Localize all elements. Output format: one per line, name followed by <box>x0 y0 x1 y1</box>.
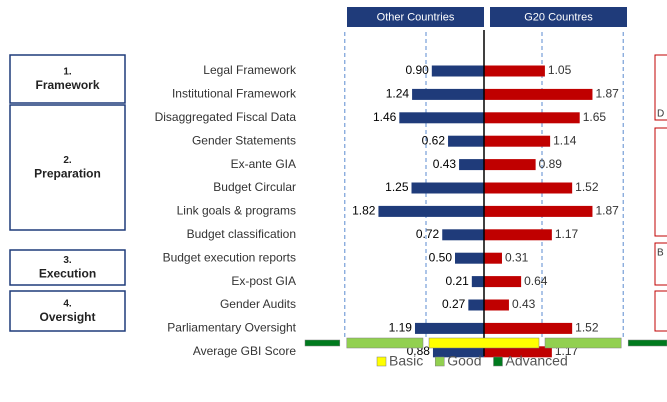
bar <box>484 299 509 311</box>
category-label: Ex-ante GIA <box>231 157 296 171</box>
group-number: 2. <box>63 155 72 166</box>
bar <box>459 159 484 171</box>
bar <box>448 135 484 147</box>
level-band <box>627 339 667 347</box>
category-label: Disaggregated Fiscal Data <box>155 110 297 124</box>
value-label: 1.19 <box>389 321 413 335</box>
category-label: Parliamentary Oversight <box>167 321 296 335</box>
legend-label: Basic <box>389 353 423 369</box>
value-label: 0.72 <box>416 227 440 241</box>
group-label: Oversight <box>39 310 95 324</box>
value-label: 1.82 <box>352 204 376 218</box>
series-header <box>347 7 484 27</box>
bar <box>484 322 573 334</box>
bar <box>414 322 484 334</box>
bar <box>468 299 484 311</box>
bar <box>484 346 552 358</box>
side-box <box>654 127 667 237</box>
bar <box>431 65 484 77</box>
value-label: 1.05 <box>548 63 572 77</box>
side-box <box>654 54 667 121</box>
bar <box>471 276 484 288</box>
bar <box>411 182 484 194</box>
bar <box>484 135 551 147</box>
legend-label: Advanced <box>505 353 567 369</box>
value-label: 0.27 <box>442 297 466 311</box>
value-label: 0.90 <box>405 63 429 77</box>
category-label: Budget execution reports <box>163 250 296 264</box>
series-header-label: Other Countries <box>377 11 455 23</box>
group-box <box>9 54 126 104</box>
group-number: 4. <box>63 299 72 310</box>
group-box <box>9 290 126 332</box>
value-label: 1.65 <box>583 110 607 124</box>
value-label: 0.43 <box>512 297 536 311</box>
bar <box>484 88 593 100</box>
group-box <box>9 249 126 286</box>
bar <box>378 205 484 217</box>
group-box <box>9 104 126 231</box>
bar <box>484 65 545 77</box>
value-label: 1.17 <box>555 227 579 241</box>
bar <box>484 182 573 194</box>
bar <box>432 346 484 358</box>
category-label: Average GBI Score <box>193 344 296 358</box>
value-label: 1.14 <box>553 133 577 147</box>
level-band <box>304 339 341 347</box>
bar <box>455 252 484 264</box>
group-label: Framework <box>35 78 99 92</box>
bar <box>484 112 580 124</box>
group-label: Preparation <box>34 167 101 181</box>
group-label: Execution <box>39 267 96 281</box>
bar <box>484 205 593 217</box>
bar <box>484 276 522 288</box>
legend-swatch <box>376 356 387 367</box>
category-label: Ex-post GIA <box>231 274 296 288</box>
bar <box>399 112 484 124</box>
bar <box>412 88 484 100</box>
category-label: Legal Framework <box>203 63 297 77</box>
value-label: 0.43 <box>433 157 457 171</box>
legend-swatch <box>493 356 503 367</box>
side-box <box>654 290 667 332</box>
category-label: Budget classification <box>187 227 296 241</box>
value-label: 1.52 <box>575 180 599 194</box>
group-number: 3. <box>63 255 72 266</box>
legend-label: Good <box>447 353 481 369</box>
value-label: 1.24 <box>386 87 410 101</box>
bar <box>442 229 484 241</box>
category-label: Gender Statements <box>192 133 296 147</box>
side-note: D <box>657 109 664 120</box>
value-label: 1.52 <box>575 321 599 335</box>
value-label: 0.31 <box>505 250 529 264</box>
level-band <box>346 337 424 349</box>
value-label: 1.87 <box>595 87 619 101</box>
value-label: 0.64 <box>524 274 548 288</box>
category-label: Link goals & programs <box>177 204 296 218</box>
level-band <box>544 337 622 349</box>
side-note: B <box>657 248 664 259</box>
series-header <box>490 7 627 27</box>
series-header-label: G20 Countres <box>524 11 593 23</box>
value-label: 1.87 <box>595 204 619 218</box>
category-label: Institutional Framework <box>172 87 297 101</box>
value-label: 0.89 <box>539 157 563 171</box>
bar <box>484 229 552 241</box>
bar <box>484 159 536 171</box>
side-box <box>654 242 667 286</box>
category-label: Budget Circular <box>213 180 296 194</box>
bar <box>484 252 502 264</box>
value-label: 0.21 <box>445 274 469 288</box>
value-label: 0.62 <box>422 133 446 147</box>
value-label: 1.46 <box>373 110 397 124</box>
legend-swatch <box>434 356 445 367</box>
level-band <box>428 337 540 349</box>
value-label: 0.50 <box>429 250 453 264</box>
category-label: Gender Audits <box>220 297 296 311</box>
group-number: 1. <box>63 67 72 78</box>
value-label: 1.25 <box>385 180 409 194</box>
